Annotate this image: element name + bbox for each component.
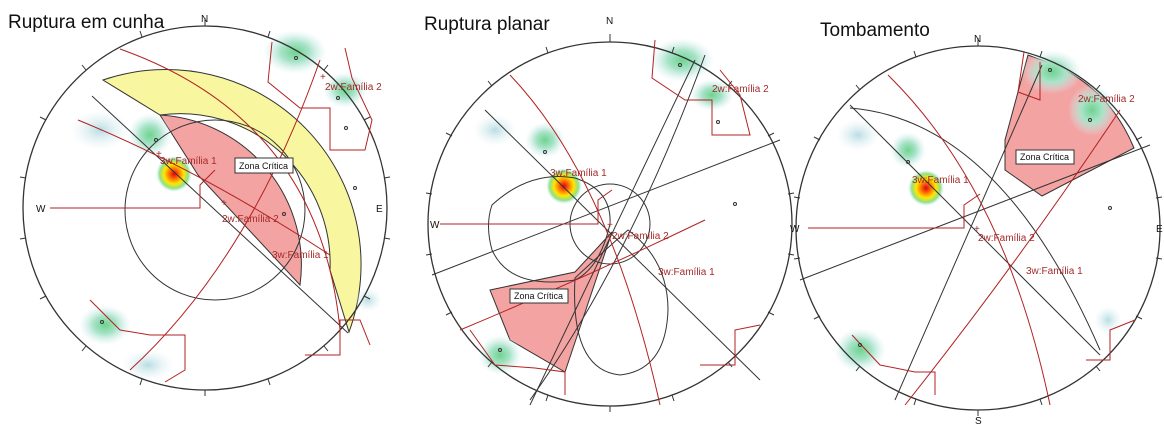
plane-great-circle: [904, 109, 1121, 406]
set-label: 2w:Família 2: [978, 233, 1035, 244]
set-window: [305, 319, 371, 356]
pole-contour: [323, 72, 367, 108]
compass-west: W: [790, 224, 800, 235]
pole-contour: [128, 113, 172, 157]
daylight-envelope: [488, 176, 611, 283]
pole-contour: [836, 119, 880, 151]
plane-great-circle: [77, 119, 331, 256]
pole-contour: [690, 79, 734, 111]
pole-contour: [1094, 306, 1122, 334]
plane-great-circle: [529, 54, 706, 401]
svg-text:+: +: [607, 220, 613, 231]
pole-contour: [354, 288, 382, 312]
compass-north: N: [606, 16, 613, 27]
stereonet: N W E S + Zona Crítica 3w:Família 1 2w:F…: [790, 34, 1163, 427]
plane-trace: [431, 139, 781, 276]
set-label: 3w:Família 1: [1026, 266, 1083, 277]
set-window: [440, 189, 613, 225]
pole-contour: [79, 305, 131, 345]
compass-north: N: [974, 34, 981, 45]
plane-great-circle: [129, 59, 321, 371]
set-window: [700, 324, 761, 366]
plane-trace: [91, 95, 349, 334]
set-window: [89, 299, 186, 383]
plane-trace: [849, 104, 1101, 356]
set-window: [851, 334, 936, 395]
pole-contour: [1022, 50, 1082, 94]
friction-circle: [124, 119, 306, 301]
pole-contour: [122, 349, 174, 381]
plane-great-circle: [887, 74, 1051, 406]
perimeter-ticks: [425, 34, 795, 412]
stereonet: N W E + + + Zona Crítica 3w:Família 1 2w…: [19, 14, 391, 396]
set-label: 3w:Família 1: [658, 267, 715, 278]
compass-west: W: [36, 204, 46, 215]
panel-title: Tombamento: [820, 20, 930, 41]
plane-trace: [484, 109, 761, 381]
svg-text:+: +: [221, 198, 227, 209]
zone-label: Zona Crítica: [239, 161, 288, 171]
set-label: 2w:Família 2: [612, 231, 669, 242]
panel-title: Ruptura planar: [424, 14, 550, 35]
panel-wedge-failure: Ruptura em cunha: [0, 0, 400, 434]
zone-label: Zona Crítica: [514, 291, 563, 301]
set-label: 3w:Família 1: [912, 175, 969, 186]
svg-text:+: +: [156, 149, 162, 160]
plane-trace: [894, 64, 1043, 401]
plane-great-circle: [119, 48, 341, 331]
svg-text:+: +: [320, 72, 326, 83]
pole-contour: [1068, 84, 1116, 136]
pole-contour: [473, 114, 517, 146]
set-window: [1086, 319, 1136, 361]
compass-south: S: [975, 416, 982, 427]
plane-trace: [529, 59, 696, 406]
stereonet: N W + Zona Crítica 3w:Família 1 2w:Famíl…: [425, 16, 795, 412]
set-window: [808, 193, 981, 229]
pole-contour: [263, 30, 327, 74]
set-window: [1017, 51, 1041, 101]
daylight-envelope: [574, 229, 669, 376]
pole-cluster-hot: [156, 156, 192, 192]
plane-great-circle: [849, 107, 1101, 351]
panel-planar-failure: Ruptura planar: [400, 0, 795, 434]
set-label: 3w:Família 1: [550, 168, 607, 179]
zone-label: Zona Crítica: [1020, 152, 1069, 162]
perimeter-ticks: [793, 38, 1163, 416]
set-label: 2w:Família 2: [325, 82, 382, 93]
compass-east: E: [376, 204, 383, 215]
pole-contour: [650, 38, 714, 82]
svg-text:+: +: [974, 224, 980, 235]
compass-east: E: [1156, 224, 1163, 235]
panel-toppling-failure: Tombamento: [790, 0, 1164, 434]
set-window: [469, 329, 566, 395]
friction-band: [101, 69, 362, 334]
pole-contour: [525, 122, 565, 158]
pole-contour: [834, 328, 886, 372]
pole-contour: [890, 132, 926, 168]
set-window: [267, 41, 373, 151]
compass-west: W: [430, 220, 440, 231]
plane-trace: [799, 144, 1151, 281]
set-label: 2w:Família 2: [712, 84, 769, 95]
pole-cluster-hot: [908, 170, 944, 206]
plane-great-circle: [459, 219, 706, 331]
set-label: 2w:Família 2: [1078, 94, 1135, 105]
set-window: [651, 39, 751, 136]
panel-title: Ruptura em cunha: [8, 12, 165, 33]
pole-contour: [70, 110, 130, 150]
set-label: 3w:Família 1: [160, 156, 217, 167]
set-window: [50, 169, 216, 209]
set-label: 3w:Família 1: [272, 250, 329, 261]
set-label: 2w:Família 2: [222, 214, 279, 225]
